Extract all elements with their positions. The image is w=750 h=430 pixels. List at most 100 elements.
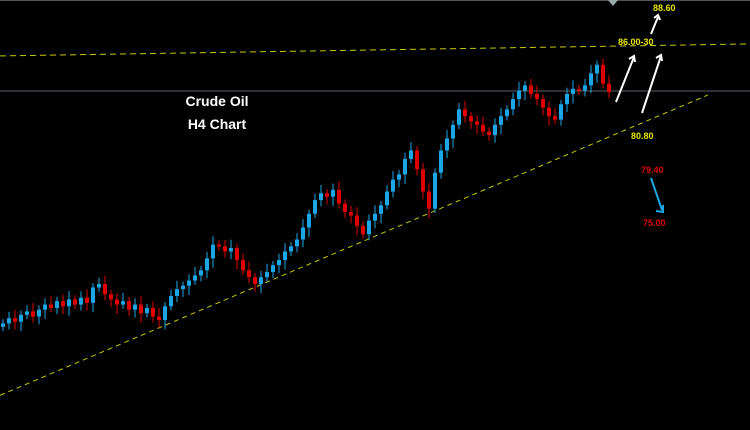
- candle: [103, 275, 107, 301]
- candle-body: [199, 270, 203, 276]
- candle: [241, 253, 245, 275]
- candle: [547, 101, 551, 126]
- candle: [595, 60, 599, 83]
- candle-body: [481, 124, 485, 132]
- candle: [331, 183, 335, 207]
- candle-body: [391, 179, 395, 192]
- candle-body: [103, 284, 107, 295]
- candle: [109, 290, 113, 308]
- candle-body: [373, 213, 377, 221]
- candle-body: [79, 297, 83, 305]
- down-arrow-icon: [650, 177, 664, 214]
- candle: [187, 274, 191, 296]
- candle-body: [397, 174, 401, 180]
- candle-body: [433, 172, 437, 209]
- candle: [151, 301, 155, 323]
- candle-body: [145, 307, 149, 314]
- candle-body: [235, 248, 239, 261]
- candle: [277, 253, 281, 273]
- candle: [145, 303, 149, 318]
- candle: [31, 303, 35, 323]
- candle-body: [37, 309, 41, 317]
- candle-body: [577, 88, 581, 91]
- candle: [349, 205, 353, 224]
- candle-body: [301, 227, 305, 240]
- candle: [571, 80, 575, 104]
- candle: [529, 79, 533, 99]
- resistance-line: [0, 43, 750, 57]
- candle-body: [277, 260, 281, 266]
- candle-body: [175, 289, 179, 296]
- up-arrow-icon: [650, 13, 661, 35]
- candle-body: [85, 297, 89, 303]
- candle: [577, 84, 581, 95]
- candle-body: [589, 73, 593, 86]
- candle: [487, 127, 491, 142]
- up-arrow-icon: [641, 53, 663, 114]
- candle: [391, 171, 395, 198]
- candle: [325, 188, 329, 205]
- candle: [553, 107, 557, 124]
- candle-body: [121, 301, 125, 305]
- candle: [481, 116, 485, 136]
- candle-body: [1, 323, 5, 327]
- candle-body: [127, 301, 131, 310]
- candle-body: [97, 284, 101, 288]
- candle: [589, 65, 593, 94]
- candle: [301, 219, 305, 248]
- chart-title: Crude Oil: [185, 93, 249, 109]
- candle: [205, 251, 209, 279]
- support-label: 80.80: [631, 131, 654, 141]
- candle-body: [355, 215, 359, 226]
- candle: [265, 263, 269, 282]
- candle: [361, 221, 365, 239]
- candle: [25, 305, 29, 320]
- candle-body: [151, 307, 155, 317]
- candle: [319, 184, 323, 207]
- candle-body: [223, 246, 227, 252]
- candle-body: [559, 104, 563, 120]
- candle: [229, 239, 233, 260]
- candle-body: [259, 277, 263, 285]
- candle: [43, 298, 47, 320]
- candle: [397, 170, 401, 188]
- candle-body: [157, 316, 161, 320]
- candle-body: [565, 93, 569, 105]
- candle: [511, 92, 515, 116]
- candle: [607, 75, 611, 99]
- candle-body: [517, 90, 521, 100]
- candle-body: [271, 265, 275, 273]
- candle-body: [547, 107, 551, 117]
- candle-body: [463, 109, 467, 117]
- candle: [463, 100, 467, 123]
- candle-body: [115, 299, 119, 305]
- candle: [163, 301, 167, 330]
- candle-body: [295, 239, 299, 247]
- candle: [85, 289, 89, 311]
- candle: [193, 267, 197, 285]
- candle-body: [439, 150, 443, 173]
- candle-body: [43, 304, 47, 310]
- candle: [565, 87, 569, 112]
- candle-body: [61, 301, 65, 307]
- candle-body: [163, 306, 167, 320]
- candle-body: [211, 244, 215, 259]
- candle: [427, 183, 431, 219]
- candle: [283, 243, 287, 270]
- candle: [421, 162, 425, 200]
- candle: [271, 260, 275, 279]
- candle-body: [601, 64, 605, 84]
- candle: [403, 152, 407, 184]
- candle-body: [421, 169, 425, 192]
- candle-body: [415, 150, 419, 170]
- candle: [289, 242, 293, 256]
- candle: [79, 291, 83, 311]
- candle-body: [511, 99, 515, 110]
- candle-body: [451, 124, 455, 139]
- candle: [469, 111, 473, 130]
- candle-body: [307, 213, 311, 228]
- candle-body: [553, 116, 557, 120]
- candle-body: [487, 131, 491, 136]
